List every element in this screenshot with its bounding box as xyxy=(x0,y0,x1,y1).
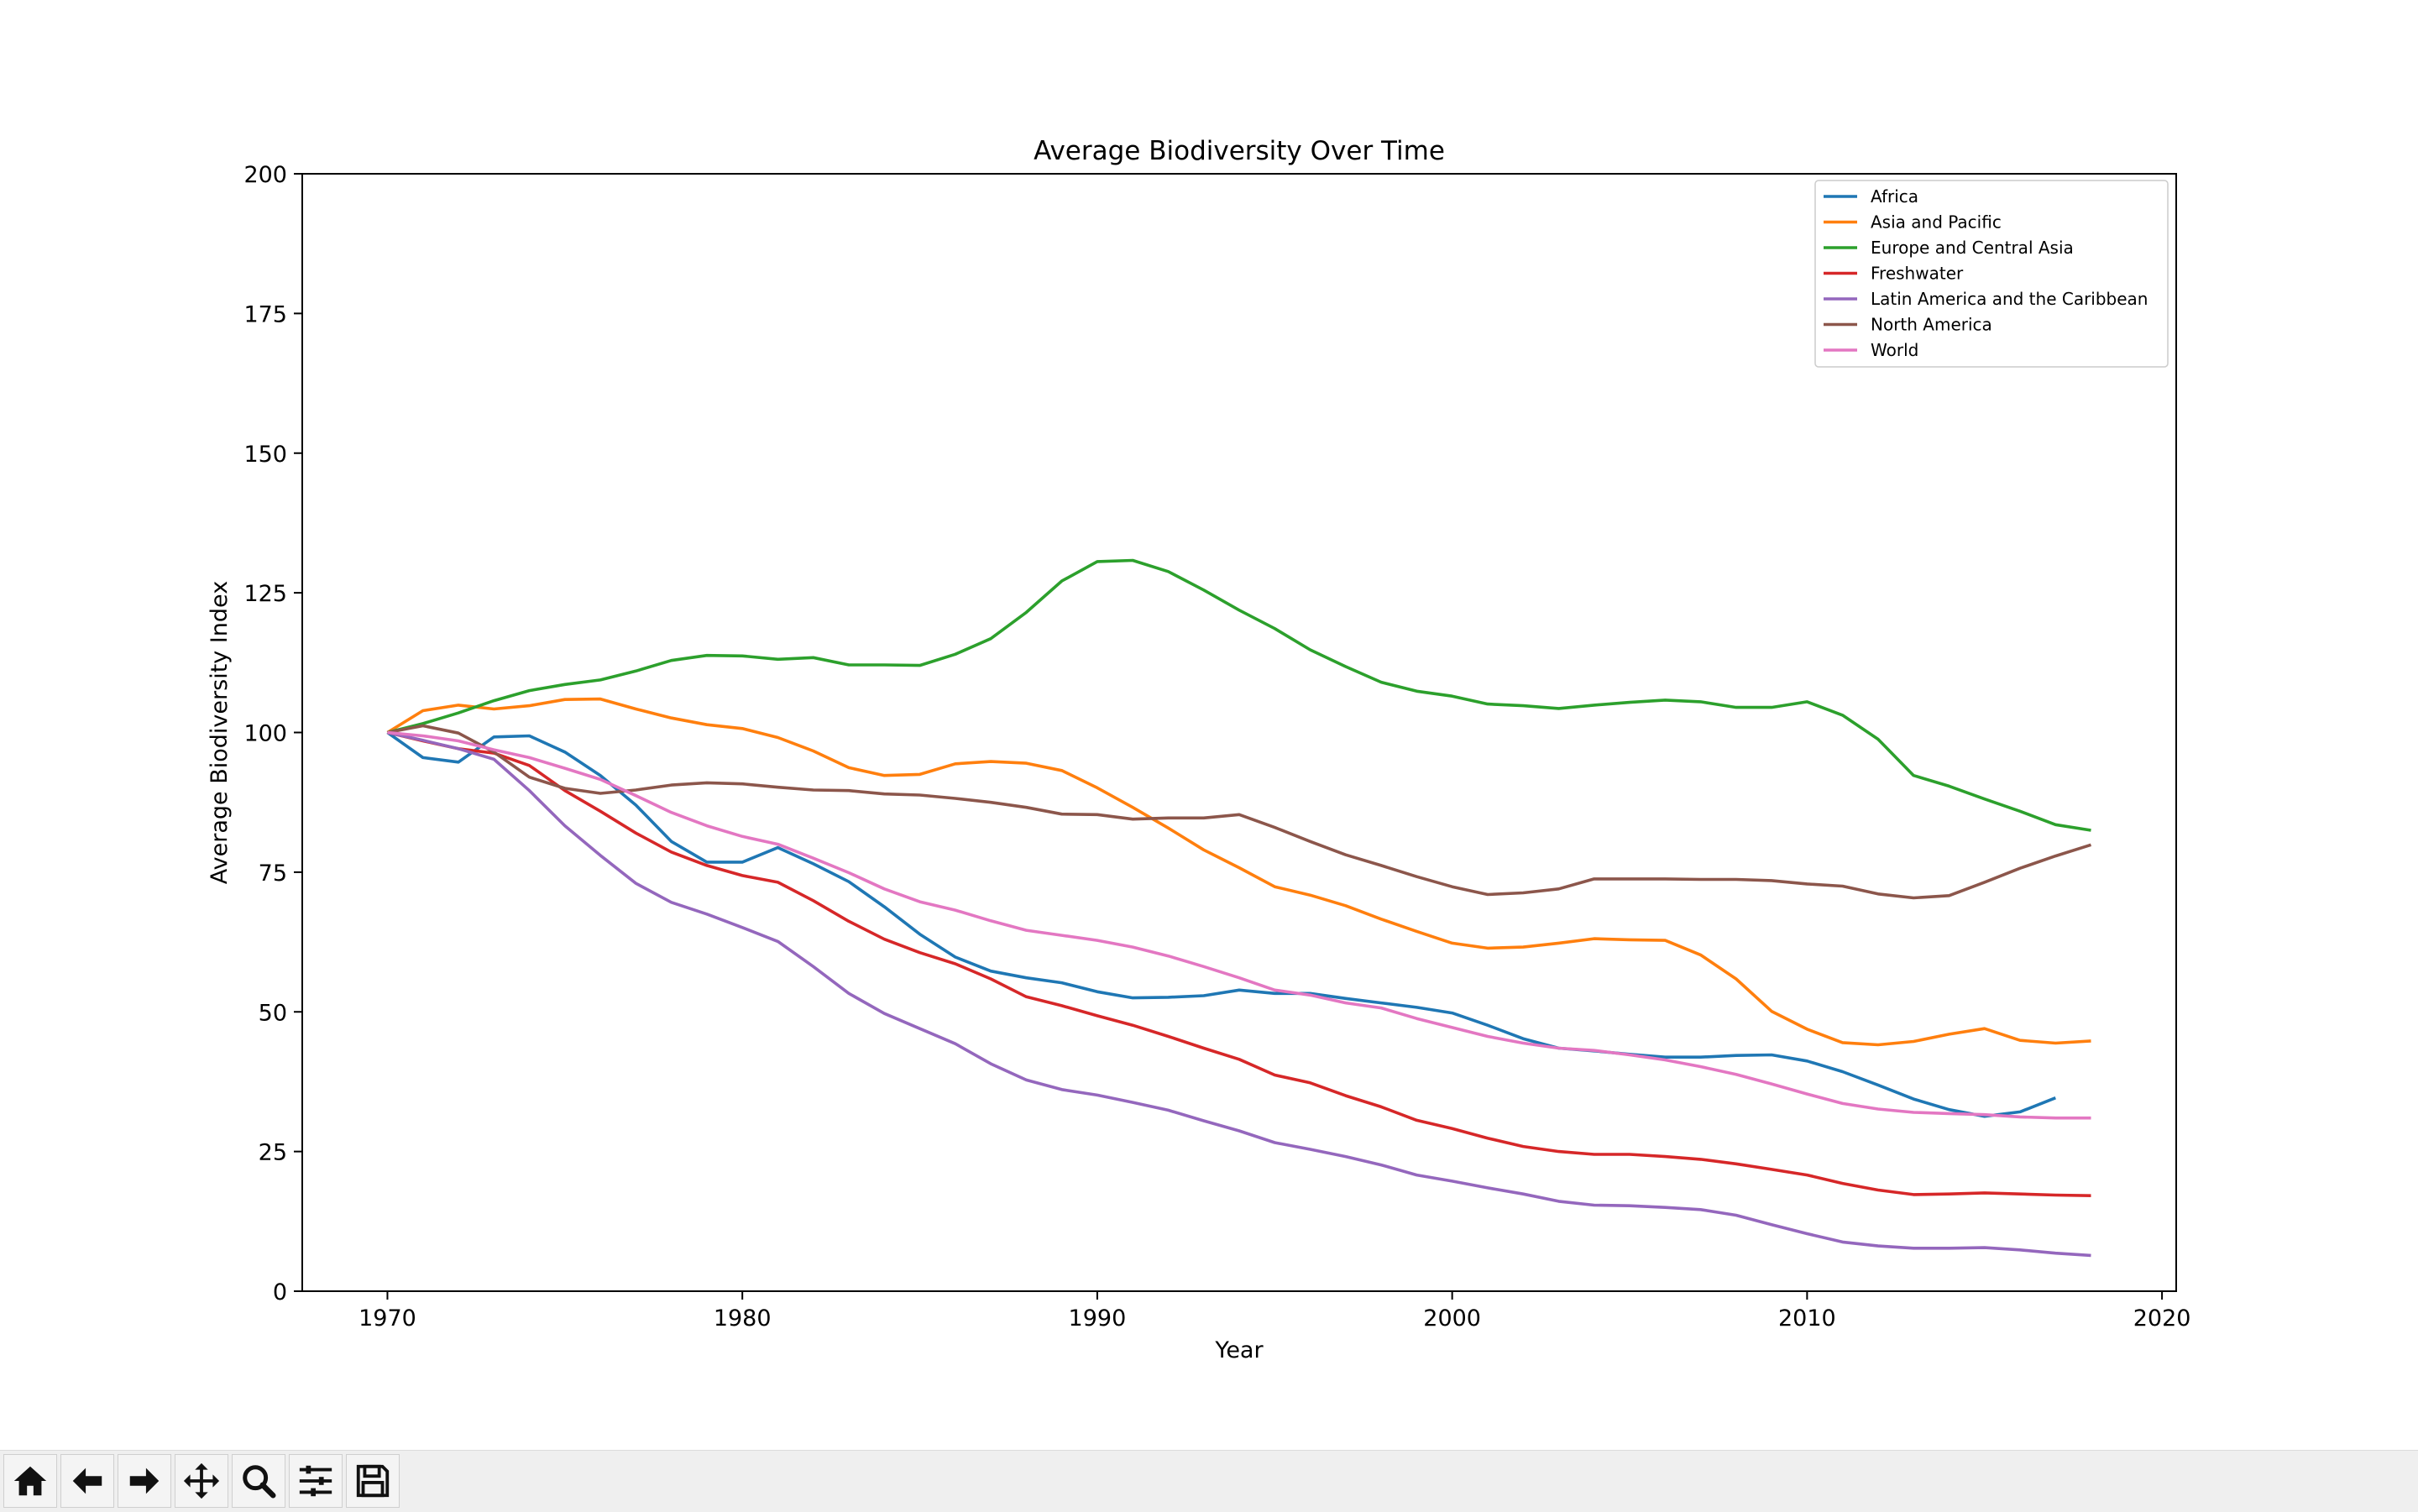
forward-icon xyxy=(129,1468,160,1494)
y-tick-label: 150 xyxy=(243,442,287,468)
y-axis-label: Average Biodiversity Index xyxy=(207,581,233,884)
x-tick-label: 1980 xyxy=(714,1305,772,1332)
pan-button[interactable] xyxy=(175,1454,228,1508)
figure: Average Biodiversity Over Time 1970 1980 1… xyxy=(207,136,2191,1363)
y-tick-label: 100 xyxy=(243,721,287,747)
series-line-latin-america-and-the-caribbean xyxy=(387,730,2091,1258)
axis-ticks: 1970 1980 1990 2000 2010 2020 0 25 50 75 100 125 150… xyxy=(243,162,2190,1332)
legend-entry: Europe and Central Asia xyxy=(1871,238,2074,258)
legend-entry: Africa xyxy=(1871,186,1918,207)
y-tick-label: 0 xyxy=(273,1279,287,1305)
y-tick-label: 200 xyxy=(243,162,287,188)
save-icon xyxy=(356,1464,390,1498)
series-line-europe-and-central-asia xyxy=(387,558,2091,832)
chart-title: Average Biodiversity Over Time xyxy=(1034,136,1445,166)
zoom-button[interactable] xyxy=(232,1454,285,1508)
pan-icon xyxy=(183,1462,220,1499)
x-tick-label: 2020 xyxy=(2133,1305,2191,1332)
legend-entry: North America xyxy=(1871,315,1992,335)
y-tick-label: 75 xyxy=(259,861,287,887)
y-tick-label: 25 xyxy=(259,1140,287,1166)
home-icon xyxy=(13,1466,47,1496)
x-axis-label: Year xyxy=(1214,1337,1264,1363)
series-lines xyxy=(386,558,2092,1258)
forward-button[interactable] xyxy=(118,1454,171,1508)
legend-box xyxy=(1814,180,2169,368)
series-line-north-america xyxy=(387,724,2092,900)
y-tick-label: 175 xyxy=(243,301,287,327)
chart: Average Biodiversity Over Time 1970 1980 1… xyxy=(207,136,2190,1363)
legend-entry: Latin America and the Caribbean xyxy=(1871,289,2148,309)
legend-entry: Freshwater xyxy=(1871,264,1964,284)
configure-subplots-icon xyxy=(299,1465,332,1497)
configure-subplots-button[interactable] xyxy=(289,1454,343,1508)
back-icon xyxy=(72,1468,102,1494)
series-line-africa xyxy=(386,731,2056,1118)
navigation-toolbar xyxy=(0,1450,2418,1512)
series-line-world xyxy=(387,730,2091,1120)
x-tick-label: 2000 xyxy=(1423,1305,1481,1332)
back-button[interactable] xyxy=(60,1454,114,1508)
x-tick-label: 1990 xyxy=(1069,1305,1127,1332)
series-line-asia-and-pacific xyxy=(386,697,2091,1047)
legend-entry: World xyxy=(1871,340,1918,360)
legend: Africa Asia and Pacific Europe and Central… xyxy=(1814,180,2169,368)
legend-entry: Asia and Pacific xyxy=(1871,212,2002,233)
save-button[interactable] xyxy=(346,1454,400,1508)
x-tick-label: 2010 xyxy=(1778,1305,1836,1332)
series-line-freshwater xyxy=(387,730,2091,1197)
home-button[interactable] xyxy=(3,1454,57,1508)
x-tick-label: 1970 xyxy=(359,1305,416,1332)
y-tick-label: 50 xyxy=(259,1000,287,1026)
zoom-icon xyxy=(243,1465,276,1499)
y-tick-label: 125 xyxy=(243,581,287,607)
